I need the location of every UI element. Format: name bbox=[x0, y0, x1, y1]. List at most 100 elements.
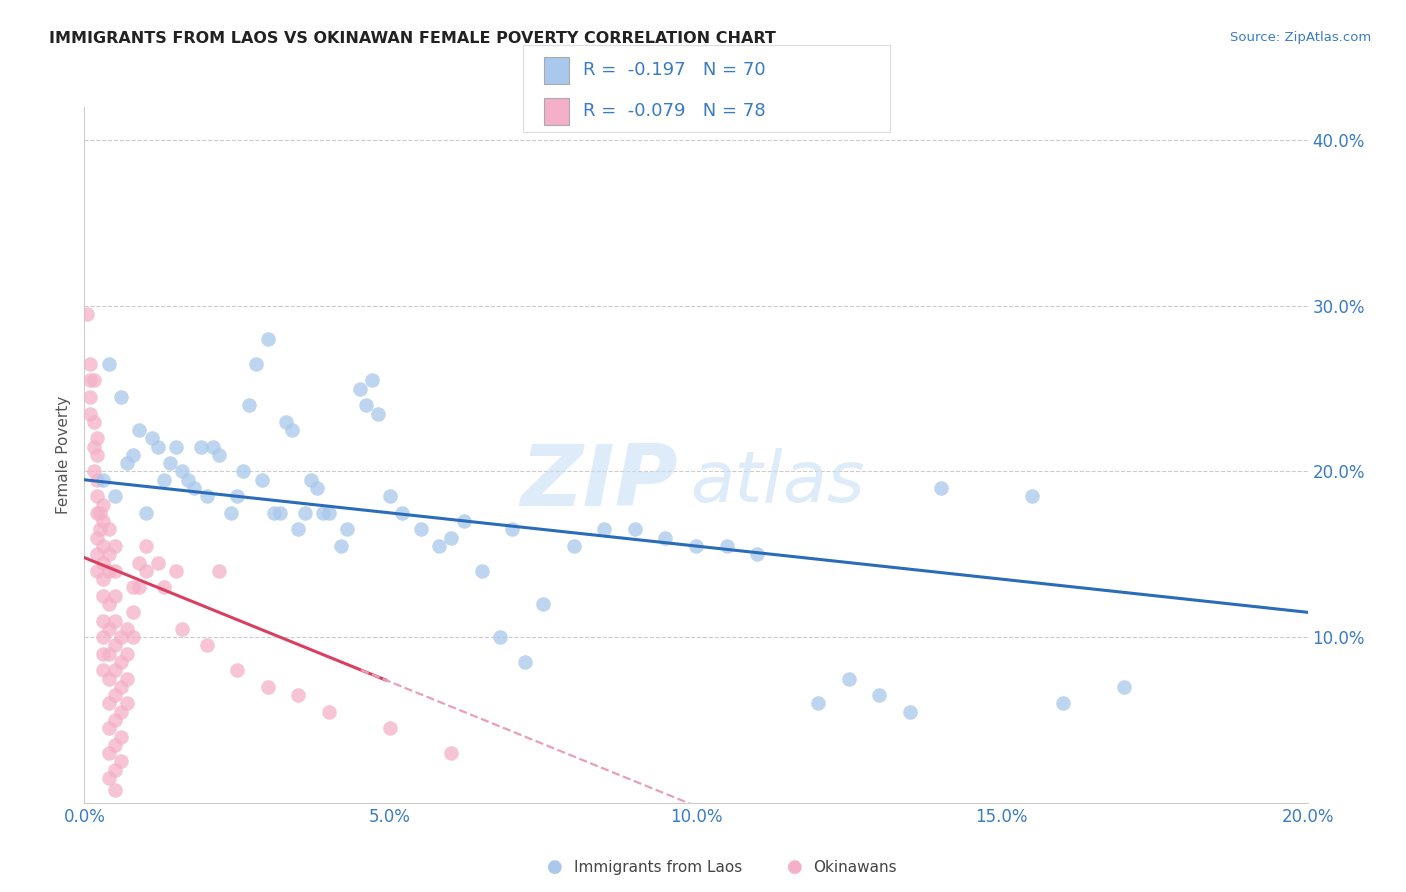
Point bbox=[110, 705, 132, 719]
Point bbox=[409, 523, 432, 537]
Point bbox=[91, 663, 114, 677]
Point bbox=[115, 697, 138, 711]
Point bbox=[104, 782, 127, 797]
Point bbox=[183, 481, 205, 495]
Point bbox=[122, 630, 145, 644]
Point bbox=[115, 622, 138, 636]
Point bbox=[502, 523, 524, 537]
Point bbox=[219, 506, 242, 520]
Point bbox=[135, 564, 157, 578]
Point bbox=[232, 465, 254, 479]
Point bbox=[312, 506, 335, 520]
Point bbox=[336, 523, 359, 537]
Point bbox=[91, 647, 114, 661]
Point bbox=[276, 415, 298, 429]
Point bbox=[97, 547, 120, 561]
Point bbox=[141, 431, 163, 445]
Point bbox=[97, 746, 120, 760]
Point bbox=[201, 440, 224, 454]
Point bbox=[104, 713, 127, 727]
Point bbox=[1021, 489, 1043, 503]
Point bbox=[104, 564, 127, 578]
Point bbox=[135, 539, 157, 553]
Text: ZIP: ZIP bbox=[520, 442, 678, 524]
Point bbox=[624, 523, 647, 537]
Point bbox=[747, 547, 769, 561]
Point bbox=[593, 523, 616, 537]
Point bbox=[367, 407, 389, 421]
Point bbox=[79, 373, 101, 387]
Point bbox=[427, 539, 450, 553]
Point bbox=[86, 448, 108, 462]
Point bbox=[79, 407, 101, 421]
Point bbox=[91, 589, 114, 603]
Point bbox=[135, 506, 157, 520]
Point bbox=[97, 597, 120, 611]
Point bbox=[86, 531, 108, 545]
Point bbox=[238, 398, 260, 412]
Point bbox=[287, 523, 309, 537]
Point bbox=[110, 655, 132, 669]
Point bbox=[250, 473, 273, 487]
Point bbox=[97, 564, 120, 578]
Point bbox=[91, 498, 114, 512]
Point bbox=[287, 688, 309, 702]
Point bbox=[294, 506, 316, 520]
Point bbox=[153, 473, 176, 487]
Point bbox=[89, 523, 111, 537]
Point bbox=[489, 630, 512, 644]
Point bbox=[128, 556, 150, 570]
Point bbox=[195, 489, 218, 503]
Point bbox=[91, 572, 114, 586]
Point bbox=[97, 672, 120, 686]
Point bbox=[531, 597, 554, 611]
Point bbox=[104, 639, 127, 653]
Point bbox=[110, 680, 132, 694]
Point bbox=[245, 357, 267, 371]
Point bbox=[440, 746, 463, 760]
Point bbox=[91, 556, 114, 570]
Point bbox=[110, 630, 132, 644]
Point bbox=[97, 721, 120, 735]
Point bbox=[869, 688, 891, 702]
Point bbox=[86, 564, 108, 578]
Text: Source: ZipAtlas.com: Source: ZipAtlas.com bbox=[1230, 31, 1371, 45]
Point bbox=[281, 423, 304, 437]
Point bbox=[115, 456, 138, 470]
Point bbox=[104, 489, 127, 503]
Point bbox=[83, 465, 105, 479]
Point bbox=[104, 614, 127, 628]
Point bbox=[86, 473, 108, 487]
Text: Okinawans: Okinawans bbox=[813, 860, 896, 874]
Y-axis label: Female Poverty: Female Poverty bbox=[56, 396, 72, 514]
Point bbox=[86, 547, 108, 561]
Point bbox=[110, 755, 132, 769]
Point bbox=[1052, 697, 1074, 711]
Point bbox=[208, 448, 231, 462]
Point bbox=[104, 688, 127, 702]
Point bbox=[122, 581, 145, 595]
Point bbox=[104, 663, 127, 677]
Point bbox=[146, 440, 169, 454]
Point bbox=[172, 622, 194, 636]
Point bbox=[330, 539, 353, 553]
Point bbox=[807, 697, 830, 711]
Point bbox=[380, 489, 402, 503]
Point bbox=[208, 564, 231, 578]
Point bbox=[104, 738, 127, 752]
Point bbox=[146, 556, 169, 570]
Text: ●: ● bbox=[786, 858, 803, 876]
Point bbox=[513, 655, 536, 669]
Point bbox=[165, 564, 187, 578]
Point bbox=[83, 373, 105, 387]
Point bbox=[91, 514, 114, 528]
Point bbox=[391, 506, 413, 520]
Point bbox=[172, 465, 194, 479]
Point bbox=[91, 630, 114, 644]
Point bbox=[115, 672, 138, 686]
Point bbox=[299, 473, 322, 487]
Point bbox=[86, 506, 108, 520]
Point bbox=[195, 639, 218, 653]
Point bbox=[898, 705, 921, 719]
Point bbox=[226, 489, 249, 503]
